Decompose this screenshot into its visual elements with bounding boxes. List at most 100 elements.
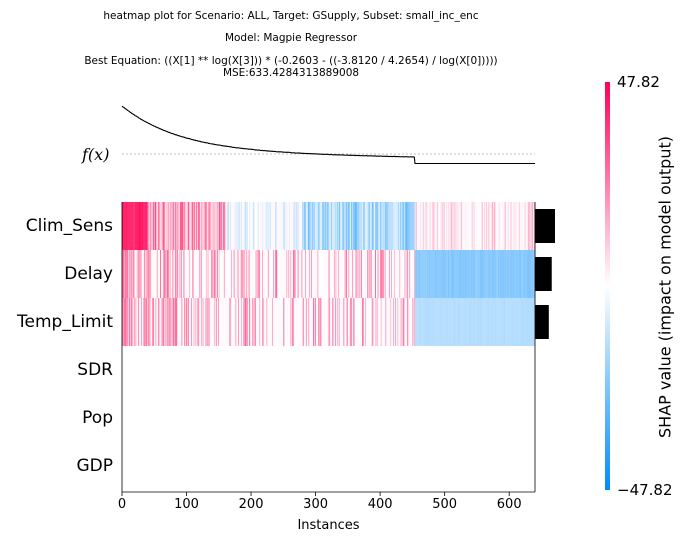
heatmap-cell	[166, 298, 168, 346]
heatmap-cell	[532, 298, 534, 346]
heatmap-cell	[465, 202, 467, 250]
heatmap-cell	[322, 298, 324, 346]
heatmap-cell	[179, 202, 181, 250]
heatmap-cell	[360, 202, 362, 250]
heatmap-cell	[434, 250, 436, 298]
heatmap-cell	[194, 298, 196, 346]
heatmap-cell	[195, 202, 197, 250]
heatmap-cell	[416, 202, 418, 250]
heatmap-cell	[420, 250, 422, 298]
heatmap-cell	[533, 250, 535, 298]
heatmap-cell	[233, 202, 235, 250]
heatmap-cell	[212, 250, 214, 298]
heatmap-cell	[494, 298, 496, 346]
heatmap-cell	[264, 250, 266, 298]
heatmap-cell	[500, 250, 502, 298]
heatmap-cell	[408, 202, 410, 250]
heatmap-cell	[218, 202, 220, 250]
heatmap-cell	[286, 202, 288, 250]
heatmap-cell	[327, 202, 329, 250]
heatmap-cell	[502, 202, 504, 250]
heatmap-cell	[131, 298, 133, 346]
heatmap-cell	[146, 250, 148, 298]
heatmap-cell	[138, 202, 140, 250]
heatmap-cell	[458, 202, 460, 250]
heatmap-cell	[145, 250, 147, 298]
heatmap-cell	[234, 202, 236, 250]
heatmap-cell	[140, 298, 142, 346]
heatmap-cell	[203, 202, 205, 250]
heatmap-cell	[287, 298, 289, 346]
heatmap-cell	[451, 202, 453, 250]
heatmap-cell	[225, 202, 227, 250]
heatmap-cell	[469, 202, 471, 250]
heatmap-cell	[403, 250, 405, 298]
heatmap-cell	[523, 298, 525, 346]
heatmap-cell	[426, 298, 428, 346]
heatmap-cell	[420, 298, 422, 346]
heatmap-cell	[190, 202, 192, 250]
heatmap-cell	[312, 202, 314, 250]
heatmap-cell	[320, 202, 322, 250]
heatmap-cell	[315, 250, 317, 298]
heatmap-cell	[247, 298, 249, 346]
heatmap-cell	[521, 202, 523, 250]
heatmap-cell	[163, 250, 165, 298]
heatmap-cell	[371, 202, 373, 250]
heatmap-cell	[428, 202, 430, 250]
heatmap-cell	[518, 250, 520, 298]
heatmap-cell	[353, 202, 355, 250]
heatmap-cell	[460, 202, 462, 250]
heatmap-cell	[301, 250, 303, 298]
heatmap-cell	[491, 202, 493, 250]
heatmap-cell	[241, 250, 243, 298]
heatmap-cell	[511, 202, 513, 250]
heatmap-cell	[499, 250, 501, 298]
heatmap-cell	[354, 202, 356, 250]
heatmap-cell	[518, 250, 520, 298]
heatmap-cell	[526, 250, 528, 298]
heatmap-cell	[176, 202, 178, 250]
heatmap-cell	[442, 202, 444, 250]
heatmap-cell	[527, 250, 529, 298]
heatmap-cell	[318, 298, 320, 346]
heatmap-cell	[525, 202, 527, 250]
heatmap-cell	[277, 202, 279, 250]
heatmap-cell	[520, 250, 522, 298]
heatmap-cell	[286, 298, 288, 346]
heatmap-cell	[240, 298, 242, 346]
heatmap-cell	[425, 250, 427, 298]
heatmap-cell	[236, 250, 238, 298]
heatmap-cell	[528, 298, 530, 346]
heatmap-cell	[526, 298, 528, 346]
heatmap-cell	[527, 298, 529, 346]
heatmap-cell	[476, 202, 478, 250]
heatmap-cell	[393, 298, 395, 346]
heatmap-cell	[141, 250, 143, 298]
heatmap-cell	[314, 202, 316, 250]
heatmap-cell	[132, 298, 134, 346]
heatmap-cell	[214, 250, 216, 298]
heatmap-cell	[297, 202, 299, 250]
heatmap-cell	[494, 298, 496, 346]
heatmap-cell	[318, 250, 320, 298]
heatmap-cell	[352, 250, 354, 298]
heatmap-cell	[344, 250, 346, 298]
heatmap-cell	[223, 250, 225, 298]
heatmap-cell	[417, 202, 419, 250]
heatmap-cell	[445, 202, 447, 250]
heatmap-cell	[194, 202, 196, 250]
heatmap-cell	[404, 250, 406, 298]
heatmap-cell	[452, 202, 454, 250]
heatmap-cell	[434, 298, 436, 346]
heatmap-cell	[130, 202, 132, 250]
heatmap-cell	[498, 202, 500, 250]
heatmap-cell	[450, 250, 452, 298]
heatmap-cell	[369, 250, 371, 298]
heatmap-cell	[508, 298, 510, 346]
heatmap-cell	[210, 202, 212, 250]
heatmap-cell	[293, 250, 295, 298]
heatmap-cell	[202, 202, 204, 250]
heatmap-cell	[149, 202, 151, 250]
heatmap-cell	[421, 250, 423, 298]
